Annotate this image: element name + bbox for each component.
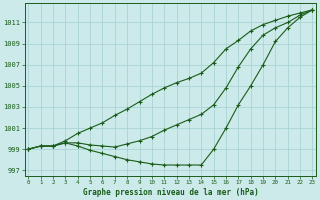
- X-axis label: Graphe pression niveau de la mer (hPa): Graphe pression niveau de la mer (hPa): [83, 188, 258, 197]
